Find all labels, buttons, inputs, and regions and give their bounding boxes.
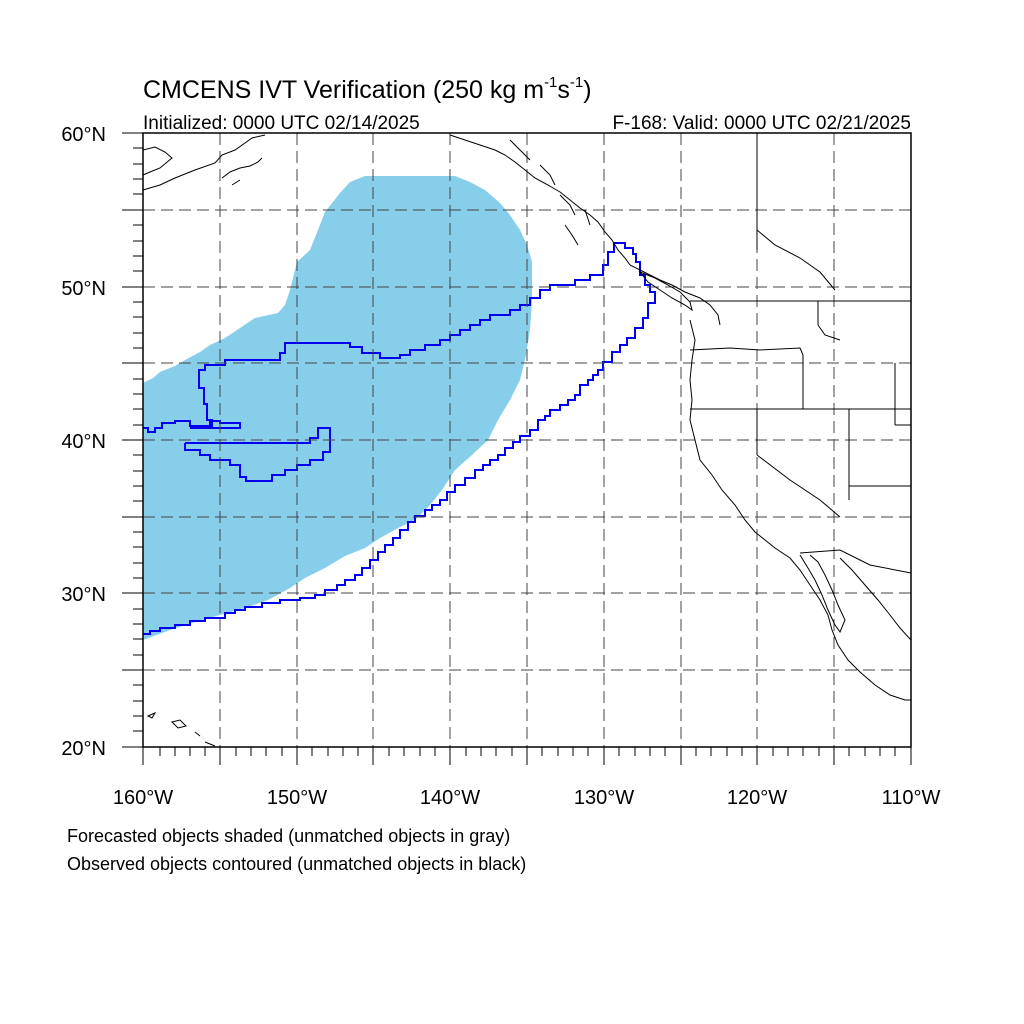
gulf-of-california (839, 557, 912, 641)
alaska-fjords (509, 139, 591, 246)
init-time-label: Initialized: 0000 UTC 02/14/2025 (143, 113, 420, 134)
map-title: CMCENS IVT Verification (250 kg m-1s-1) (143, 74, 592, 104)
title-prefix: CMCENS IVT Verification (250 kg m (143, 76, 544, 104)
vancouver-island (638, 270, 693, 312)
alaska-islands (221, 157, 263, 186)
valid-time-label: F-168: Valid: 0000 UTC 02/21/2025 (612, 113, 911, 134)
observed-ivt-inner-contour (184, 427, 331, 482)
alaska-coastline (142, 134, 266, 191)
us-west-coastline (689, 319, 911, 701)
title-exp2: -1 (570, 74, 583, 91)
coastlines (142, 134, 912, 747)
caption-observed-note: Observed objects contoured (unmatched ob… (67, 854, 526, 874)
baja-california (799, 554, 846, 634)
observed-ivt-contour (143, 242, 656, 635)
lon-label-110w: 110°W (882, 787, 941, 809)
axis-ticks (122, 132, 912, 765)
title-exp1: -1 (544, 74, 557, 91)
lat-label-60n: 60°N (61, 124, 106, 146)
lon-label-140w: 140°W (420, 787, 480, 809)
title-middle: s (557, 76, 570, 104)
title-suffix: ) (583, 76, 591, 104)
latitude-labels: 60°N 50°N 40°N 30°N 20°N (61, 124, 106, 760)
lat-label-40n: 40°N (61, 431, 106, 453)
longitude-labels: 160°W 150°W 140°W 130°W 120°W 110°W (113, 787, 941, 809)
lon-label-130w: 130°W (574, 787, 634, 809)
lat-label-50n: 50°N (61, 278, 106, 300)
lat-label-30n: 30°N (61, 584, 106, 606)
lon-label-150w: 150°W (267, 787, 327, 809)
lon-label-160w: 160°W (113, 787, 173, 809)
forecast-ivt-object (143, 176, 532, 640)
bc-coastline (629, 264, 721, 326)
lon-label-120w: 120°W (727, 787, 787, 809)
hawaii-islands (146, 711, 216, 747)
caption-forecast-note: Forecasted objects shaded (unmatched obj… (67, 826, 510, 846)
lat-label-20n: 20°N (61, 738, 106, 760)
grid-lines (143, 133, 911, 747)
political-borders (689, 133, 912, 574)
alaska-panhandle (449, 134, 631, 266)
